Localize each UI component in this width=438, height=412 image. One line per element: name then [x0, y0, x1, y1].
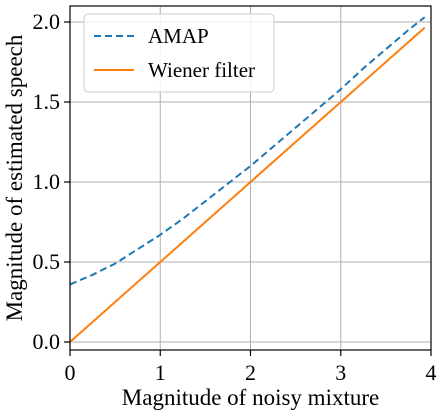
series-line-wiener-filter — [69, 26, 426, 343]
x-tick-label: 3 — [335, 360, 346, 385]
y-tick-label: 1.0 — [33, 169, 61, 194]
series-lines — [69, 16, 426, 343]
ticks: 0 1 2 3 4 0.0 0.5 1.0 1.5 2.0 — [33, 9, 437, 385]
legend: AMAP Wiener filter — [83, 13, 275, 93]
y-tick-label: 0.0 — [33, 329, 61, 354]
axes-frame — [69, 5, 432, 351]
x-tick-label: 2 — [245, 360, 256, 385]
y-tick-label: 0.5 — [33, 249, 61, 274]
x-tick-label: 1 — [155, 360, 166, 385]
y-tick-label: 2.0 — [33, 9, 61, 34]
x-tick-label: 0 — [65, 360, 76, 385]
x-tick-label: 4 — [426, 360, 437, 385]
legend-box — [83, 13, 275, 93]
y-axis-label: Magnitude of estimated speech — [2, 34, 27, 321]
series-line-amap — [69, 16, 426, 286]
x-axis-label: Magnitude of noisy mixture — [122, 385, 379, 410]
legend-entry: AMAP — [148, 24, 209, 48]
y-tick-label: 1.5 — [33, 89, 61, 114]
legend-entry: Wiener filter — [148, 58, 255, 82]
